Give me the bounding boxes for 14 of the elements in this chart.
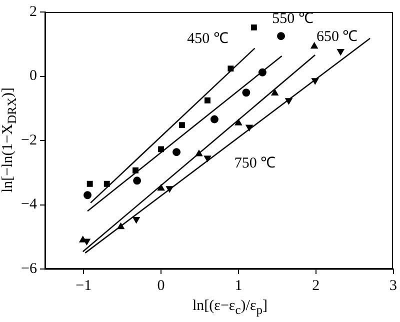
series-label: 750 ℃ [234,155,276,172]
series-label: 650 ℃ [316,28,358,45]
y-tick-label: −6 [20,260,38,277]
y-tick-label: −4 [20,196,38,213]
x-tick-label: 3 [390,278,397,294]
x-axis-title: ln[(ε−ε$_{c}$)/ε$_{p}$] [192,298,268,318]
y-tick-label: 2 [29,4,37,20]
x-tick-label: 2 [312,278,320,294]
y-tick-label: −2 [20,132,37,148]
x-tick-label: −1 [76,278,92,294]
y-tick-label: 0 [29,68,37,84]
series-label: 450 ℃ [187,31,228,48]
x-tick-label: 1 [234,278,242,294]
x-tick-label: 0 [157,278,165,294]
